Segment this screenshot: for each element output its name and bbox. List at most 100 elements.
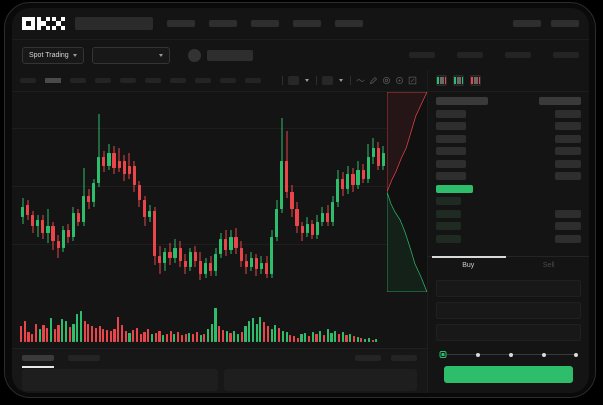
order-book[interactable] <box>428 91 589 256</box>
orderbook-cell-left <box>436 97 488 105</box>
bottom-panel-left[interactable] <box>22 369 218 391</box>
price-chart[interactable] <box>12 92 427 292</box>
order-amount-field[interactable] <box>436 302 581 319</box>
bottom-panel-right[interactable] <box>224 369 417 391</box>
bottom-action-1[interactable] <box>355 355 381 361</box>
volume-bar <box>113 329 116 342</box>
volume-bar <box>177 332 180 342</box>
orderbook-row[interactable] <box>428 134 589 143</box>
timeframe-button-4[interactable] <box>95 78 111 83</box>
orderbook-row[interactable] <box>428 109 589 118</box>
candle <box>168 92 172 292</box>
order-total-field[interactable] <box>436 324 581 341</box>
timeframe-button-9[interactable] <box>220 78 236 83</box>
both-depth-icon[interactable] <box>436 75 447 86</box>
nav-item-2[interactable] <box>209 20 237 27</box>
bottom-tab-2[interactable] <box>68 355 100 361</box>
timeframe-button-2[interactable] <box>45 78 61 83</box>
timeframe-button-8[interactable] <box>195 78 211 83</box>
bids-depth-icon[interactable] <box>453 75 464 86</box>
candle <box>336 92 340 292</box>
nav-item-5[interactable] <box>335 20 363 27</box>
submit-buy-button[interactable] <box>444 366 573 383</box>
orderbook-cell-right <box>555 122 581 130</box>
chevron-down-icon[interactable] <box>305 79 309 82</box>
magnet-icon[interactable] <box>382 76 391 85</box>
bottom-action-2[interactable] <box>391 355 417 361</box>
candle <box>249 92 253 292</box>
top-nav-items <box>167 20 513 27</box>
candlestick-type-icon[interactable] <box>288 76 299 85</box>
orderbook-row[interactable] <box>428 222 589 230</box>
volume-bar <box>173 334 176 342</box>
timeframe-button-1[interactable] <box>20 78 36 83</box>
nav-right-item-2[interactable] <box>551 20 579 27</box>
slider-stop-25[interactable] <box>476 352 481 357</box>
orderbook-row[interactable] <box>428 159 589 168</box>
market-type-selector[interactable]: Spot Trading <box>22 46 84 64</box>
orderbook-row[interactable] <box>428 234 589 243</box>
volume-bar <box>292 336 296 342</box>
buy-tab-active-indicator <box>432 256 506 258</box>
volume-bar <box>42 325 45 342</box>
slider-stop-75[interactable] <box>542 352 547 357</box>
candle <box>285 92 289 292</box>
volume-bar <box>319 330 322 342</box>
volume-bar <box>236 333 240 342</box>
volume-bar <box>139 333 142 342</box>
asks-depth-icon[interactable] <box>470 75 481 86</box>
volume-bar <box>27 332 30 342</box>
nav-item-4[interactable] <box>293 20 321 27</box>
orderbook-cell-left <box>436 147 466 155</box>
search-input[interactable] <box>75 17 153 30</box>
line-wave-icon[interactable] <box>356 76 365 85</box>
nav-item-3[interactable] <box>251 20 279 27</box>
slider-handle[interactable] <box>439 351 447 358</box>
candle <box>234 92 238 292</box>
slider-stop-100[interactable] <box>573 352 578 357</box>
trading-pair-selector[interactable] <box>91 46 170 64</box>
amount-slider[interactable] <box>439 351 578 358</box>
bottom-tab-1[interactable] <box>22 355 54 361</box>
okx-logo[interactable] <box>22 17 65 30</box>
orderbook-cell-right <box>555 209 581 218</box>
nav-right-item-1[interactable] <box>513 20 541 27</box>
order-price-field[interactable] <box>436 280 581 297</box>
orderbook-row[interactable] <box>428 184 589 193</box>
slider-stop-50[interactable] <box>509 352 514 357</box>
chevron-down-icon[interactable] <box>339 79 343 82</box>
fullscreen-icon[interactable] <box>408 76 417 85</box>
pencil-icon[interactable] <box>369 76 378 85</box>
orderbook-row[interactable] <box>428 197 589 205</box>
tab-buy[interactable]: Buy <box>462 262 475 269</box>
candle <box>76 92 81 292</box>
buy-sell-tabs: Buy Sell <box>428 256 589 274</box>
orderbook-cell-right <box>555 159 581 168</box>
bid-area <box>387 192 427 292</box>
top-navigation-bar <box>12 8 589 40</box>
settings-gear-icon[interactable] <box>395 76 404 85</box>
timeframe-button-5[interactable] <box>120 78 136 83</box>
volume-bar <box>304 332 307 342</box>
candle <box>56 92 60 292</box>
nav-item-1[interactable] <box>167 20 195 27</box>
orderbook-row[interactable] <box>428 147 589 155</box>
orderbook-cell-right <box>555 172 581 180</box>
timeframe-button-7[interactable] <box>170 78 186 83</box>
timeframe-button-10[interactable] <box>245 78 261 83</box>
timeframe-button-3[interactable] <box>70 78 86 83</box>
orderbook-row[interactable] <box>428 172 589 180</box>
orderbook-row[interactable] <box>428 209 589 218</box>
orderbook-row[interactable] <box>428 122 589 130</box>
volume-bar <box>278 327 281 342</box>
candle <box>290 92 294 292</box>
orderbook-row[interactable] <box>428 97 589 105</box>
tab-sell[interactable]: Sell <box>542 262 555 269</box>
avatar[interactable] <box>187 48 201 62</box>
timeframe-button-6[interactable] <box>145 78 161 83</box>
volume-bar <box>296 337 299 342</box>
indicator-icon[interactable] <box>322 76 333 85</box>
volume-bar <box>356 337 359 342</box>
volume-bar <box>259 316 262 342</box>
volume-bar <box>72 323 75 342</box>
